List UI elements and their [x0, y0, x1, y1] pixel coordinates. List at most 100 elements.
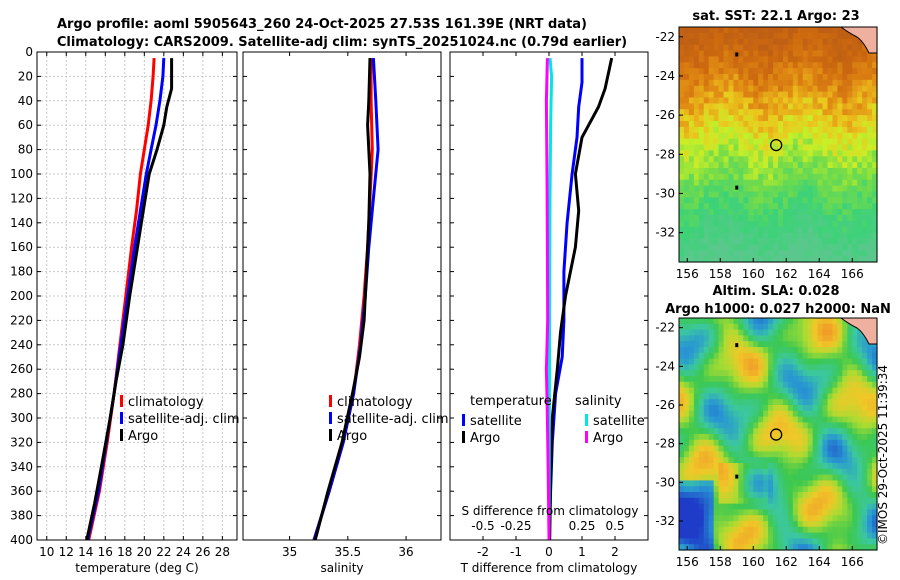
map-cell [748, 203, 754, 210]
map-cell [857, 168, 863, 175]
map-cell [703, 220, 710, 228]
map-cell [797, 457, 804, 464]
map-cell [867, 103, 873, 110]
map-cell [768, 492, 774, 499]
map-cell [679, 544, 685, 551]
map-cell [713, 439, 720, 447]
map-cell [753, 74, 759, 81]
map-cell [738, 503, 744, 510]
map-cell [822, 85, 829, 93]
map-cell [802, 526, 809, 534]
map-cell [812, 352, 819, 360]
map-cell [837, 244, 843, 251]
map-cell [763, 463, 769, 470]
map-cell [713, 138, 720, 146]
map-cell [867, 215, 873, 222]
map-cell [758, 185, 764, 193]
map-cell [728, 486, 735, 493]
map-cell [683, 497, 690, 505]
map-cell [802, 393, 809, 400]
map-cell [708, 97, 715, 104]
map-cell [733, 439, 739, 447]
series-line [87, 58, 156, 541]
map-cell [718, 538, 725, 545]
map-cell [748, 416, 754, 423]
map-cell [778, 405, 784, 412]
map-cell [857, 256, 863, 263]
map-cell [812, 79, 819, 87]
map-cell [683, 335, 690, 342]
map-cell [778, 352, 784, 360]
map-cell [763, 68, 769, 75]
map-cell [862, 250, 868, 257]
map-cell [703, 474, 710, 481]
map-cell [822, 387, 829, 394]
map-cell [862, 226, 868, 234]
map-cell [832, 144, 838, 151]
map-cell [723, 56, 730, 63]
map-cell [679, 168, 685, 175]
map-cell [787, 376, 794, 383]
map-cell [857, 232, 863, 240]
map-cell [797, 364, 804, 371]
map-cell [778, 521, 784, 528]
map-cell [867, 434, 873, 441]
map-cell [743, 197, 749, 204]
map-cell [832, 215, 838, 222]
map-cell [693, 503, 700, 510]
map-cell [748, 32, 754, 40]
map-cell [872, 532, 878, 539]
map-cell [867, 358, 873, 365]
map-cell [842, 515, 848, 522]
map-cell [753, 434, 759, 441]
map-cell [852, 85, 858, 93]
map-cell [862, 526, 868, 534]
map-cell [822, 238, 829, 245]
map-cell [703, 244, 710, 251]
map-cell [822, 179, 829, 187]
map-cell [728, 109, 735, 116]
map-cell [827, 238, 834, 245]
map-cell [758, 27, 764, 34]
map-cell [807, 416, 814, 423]
map-cell [872, 62, 878, 69]
map-cell [713, 226, 720, 234]
map-cell [817, 393, 824, 400]
map-cell [763, 422, 769, 429]
map-cell [842, 185, 848, 193]
map-cell [812, 238, 819, 245]
map-cell [698, 144, 705, 151]
map-cell [679, 422, 685, 429]
map-cell [698, 232, 705, 240]
map-cell [807, 209, 814, 216]
map-cell [683, 387, 690, 394]
map-cell [792, 56, 799, 63]
map-cell [797, 468, 804, 476]
map-cell [802, 215, 809, 222]
map-cell [822, 38, 829, 46]
map-cell [728, 318, 735, 325]
map-cell [693, 463, 700, 470]
y-tick-label: -28 [655, 147, 675, 161]
map-cell [743, 62, 749, 69]
map-cell [773, 220, 779, 228]
map-cell [728, 179, 735, 187]
map-cell [768, 370, 774, 377]
map-cell [782, 405, 789, 412]
map-cell [778, 226, 784, 234]
map-cell [698, 399, 705, 406]
map-cell [797, 515, 804, 522]
map-cell [817, 387, 824, 394]
map-cell [738, 150, 744, 157]
map-cell [748, 244, 754, 251]
map-cell [867, 526, 873, 534]
map-cell [683, 250, 690, 257]
map-cell [782, 150, 789, 157]
map-cell [703, 97, 710, 104]
map-cell [748, 103, 754, 110]
map-cell [683, 521, 690, 528]
map-cell [857, 44, 863, 52]
map-cell [837, 156, 843, 163]
map-cell [857, 126, 863, 134]
map-cell [723, 422, 730, 429]
